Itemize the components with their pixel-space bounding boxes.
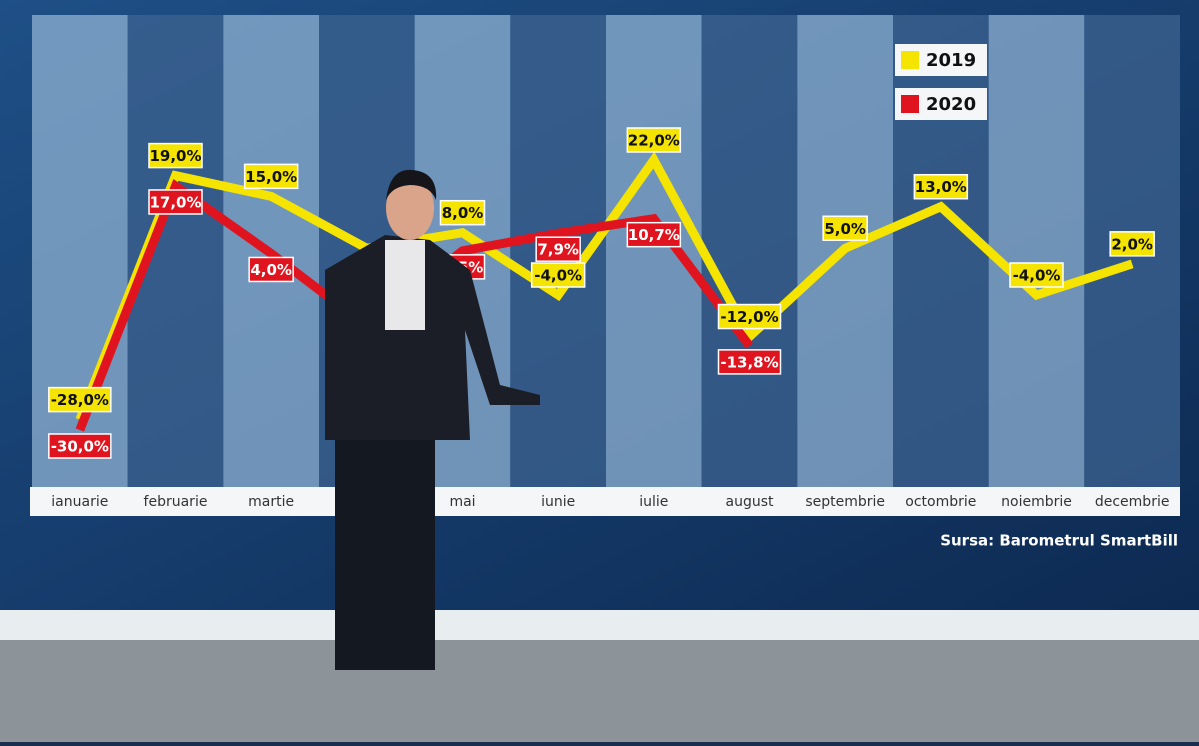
- plot: ianuarie februarie martie mai iunie iulie augu…: [48, 44, 1170, 510]
- value-label: -12,0%: [720, 308, 778, 326]
- value-label-box: [1109, 231, 1155, 257]
- x-tick-label: februarie: [144, 494, 208, 510]
- value-label-box: [48, 433, 112, 459]
- x-tick-label: iulie: [639, 494, 668, 510]
- value-label-box: [248, 256, 294, 283]
- columns: [32, 15, 1180, 487]
- legend-label: 2020: [926, 94, 976, 115]
- floor: [0, 640, 1199, 742]
- value-label: 17,0%: [149, 193, 201, 211]
- value-label-box: [148, 142, 203, 169]
- x-tick-label: mai: [449, 494, 475, 510]
- presenter-jacket: [325, 235, 540, 440]
- column: [893, 15, 989, 487]
- value-label: 8,0%: [442, 204, 484, 222]
- value-label-box: [913, 173, 969, 200]
- value-label: 4,0%: [250, 261, 292, 279]
- value-label-box: [48, 386, 112, 413]
- value-label: -13,8%: [720, 353, 778, 371]
- column: [606, 15, 702, 487]
- value-label-box: [530, 262, 586, 288]
- category-bar: [30, 487, 1180, 516]
- presenter: [325, 169, 540, 670]
- x-tick-label: martie: [248, 494, 294, 510]
- floor-edge: [0, 610, 1199, 640]
- value-label: 2,0%: [1111, 235, 1153, 253]
- value-label: 19,0%: [149, 147, 201, 165]
- value-label-box: [1009, 262, 1064, 288]
- value-label: 10,7%: [628, 226, 680, 244]
- x-tick-label: septembrie: [805, 494, 885, 510]
- column: [988, 15, 1085, 487]
- value-label: 5,0%: [824, 220, 866, 238]
- value-label-box: [822, 215, 868, 242]
- x-tick-label: ianuarie: [51, 494, 108, 510]
- value-label-box: [717, 349, 782, 375]
- value-label: 15,0%: [245, 168, 297, 186]
- value-label-box: [717, 303, 782, 330]
- value-label: -4,0%: [534, 267, 582, 285]
- value-label: 7,9%: [537, 241, 579, 259]
- presenter-hair: [386, 169, 437, 200]
- value-label-box: [626, 127, 682, 153]
- x-tick-label: august: [726, 494, 775, 510]
- source: Sursa: Barometrul SmartBill: [940, 532, 1178, 550]
- x-tick-label: noiembrie: [1001, 494, 1072, 510]
- value-label-box: [439, 199, 486, 226]
- value-label: -30,0%: [51, 438, 109, 456]
- legend-swatch: [901, 95, 919, 113]
- value-label: -4,0%: [1013, 267, 1061, 285]
- x-tick-label: decembrie: [1095, 494, 1170, 510]
- value-label: 13,0%: [915, 178, 967, 196]
- presenter-legs: [335, 430, 435, 670]
- presenter-shirt: [385, 240, 425, 330]
- x-tick-label: octombrie: [905, 494, 976, 510]
- value-label-box: [626, 221, 682, 248]
- legend-label: 2019: [926, 50, 976, 71]
- presenter-head: [386, 176, 434, 240]
- value-label-box: [243, 163, 299, 190]
- x-tick-label: iunie: [541, 494, 575, 510]
- legend-swatch: [901, 51, 919, 69]
- value-label: -28,0%: [51, 391, 109, 409]
- value-label-box: [535, 236, 581, 262]
- value-label: 22,0%: [628, 132, 680, 150]
- column: [701, 15, 798, 487]
- value-label-box: [148, 189, 203, 215]
